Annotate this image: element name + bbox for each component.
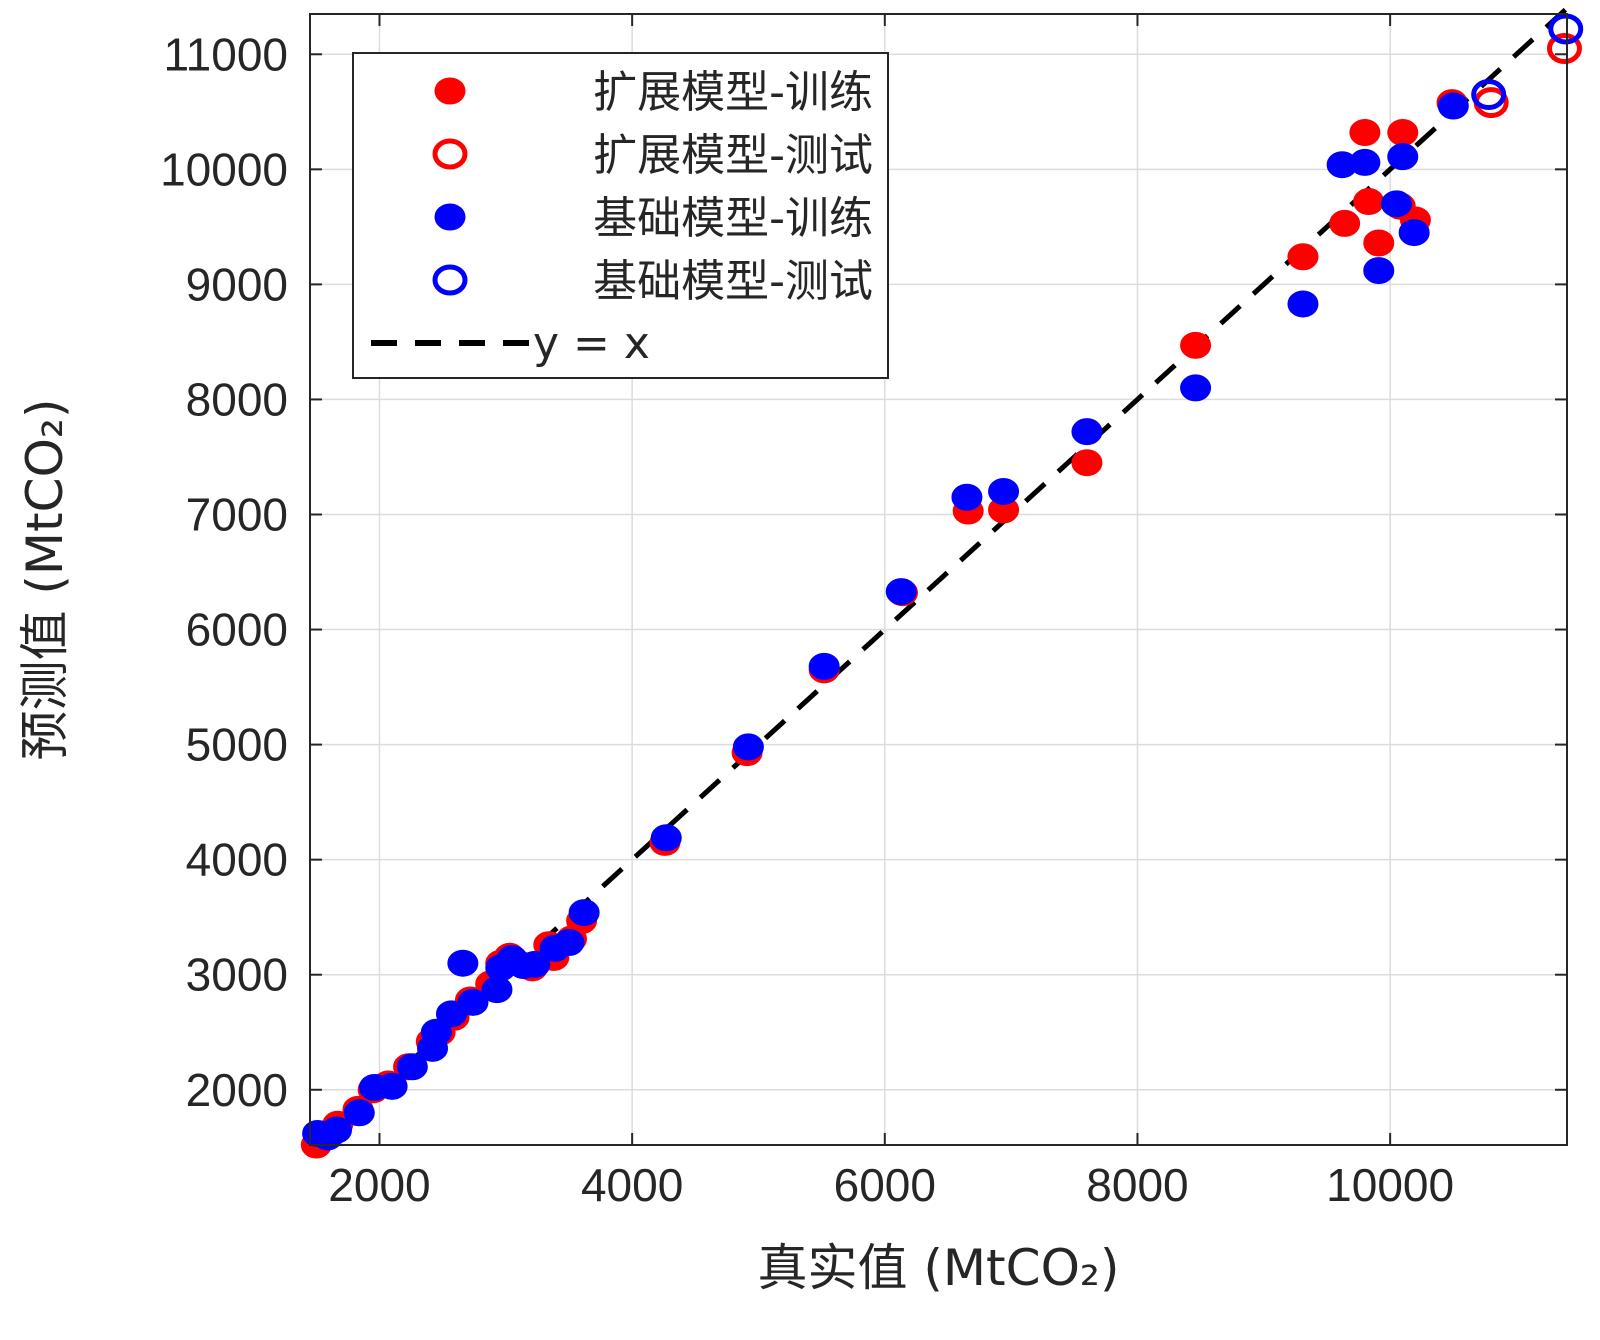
data-point-series-2 bbox=[808, 652, 840, 680]
y-tick-label: 11000 bbox=[163, 28, 288, 80]
data-point-series-2 bbox=[1349, 148, 1381, 176]
data-point-series-0 bbox=[1353, 188, 1385, 216]
y-tick-label: 3000 bbox=[186, 949, 288, 1001]
data-point-series-0 bbox=[1349, 119, 1381, 147]
x-tick-label: 10000 bbox=[1326, 1159, 1454, 1211]
data-point-series-2 bbox=[343, 1099, 375, 1127]
y-tick-label: 2000 bbox=[186, 1064, 288, 1116]
data-point-series-2 bbox=[1398, 219, 1430, 247]
data-point-series-0 bbox=[1363, 229, 1395, 257]
data-point-series-2 bbox=[321, 1116, 353, 1144]
y-axis-label: 预测值 (MtCO₂) bbox=[16, 399, 74, 761]
y-tick-label: 10000 bbox=[160, 143, 288, 195]
data-point-series-3 bbox=[1471, 79, 1507, 111]
legend-swatch-marker bbox=[432, 138, 468, 170]
y-tick-label: 8000 bbox=[186, 373, 288, 425]
data-point-series-2 bbox=[420, 1018, 452, 1046]
data-point-series-2 bbox=[885, 578, 917, 606]
data-point-series-0 bbox=[1287, 243, 1319, 271]
data-point-series-2 bbox=[1387, 143, 1419, 171]
y-tick-label: 7000 bbox=[186, 488, 288, 540]
legend-swatch-marker bbox=[432, 264, 468, 296]
x-axis-ticks: 2000 4000 6000 8000 10000 bbox=[328, 14, 1454, 1211]
x-tick-label: 6000 bbox=[834, 1159, 936, 1211]
data-point-series-2 bbox=[951, 483, 983, 511]
data-point-series-2 bbox=[1437, 92, 1469, 120]
data-point-series-2 bbox=[568, 899, 600, 927]
x-tick-label: 2000 bbox=[328, 1159, 430, 1211]
data-point-series-2 bbox=[732, 733, 764, 761]
legend-label: 基础模型-训练 bbox=[593, 193, 873, 244]
data-point-series-2 bbox=[1363, 257, 1395, 285]
legend-label: 扩展模型-训练 bbox=[593, 67, 873, 118]
data-point-series-0 bbox=[1180, 331, 1212, 359]
data-point-series-2 bbox=[447, 949, 479, 977]
data-point-series-2 bbox=[1380, 190, 1412, 218]
data-point-series-1 bbox=[1546, 33, 1582, 65]
data-point-series-0 bbox=[1387, 119, 1419, 147]
legend-label: 扩展模型-测试 bbox=[593, 130, 873, 181]
y-axis-ticks: 2000 3000 4000 5000 6000 7000 8000 9000 10000 110… bbox=[160, 28, 1567, 1116]
y-tick-label: 4000 bbox=[186, 834, 288, 886]
legend-swatch-marker bbox=[434, 77, 466, 105]
legend-swatch-marker bbox=[434, 203, 466, 231]
data-point-series-2 bbox=[988, 477, 1020, 505]
data-point-series-2 bbox=[650, 824, 682, 852]
data-point-series-2 bbox=[396, 1053, 428, 1081]
legend-label: y = x bbox=[533, 318, 650, 369]
data-point-series-0 bbox=[1329, 209, 1361, 237]
x-tick-label: 8000 bbox=[1086, 1159, 1188, 1211]
data-point-series-2 bbox=[519, 950, 551, 978]
data-points bbox=[300, 13, 1584, 1159]
y-tick-label: 5000 bbox=[186, 719, 288, 771]
x-tick-label: 4000 bbox=[581, 1159, 683, 1211]
data-point-series-0 bbox=[1071, 449, 1103, 477]
plot-frame bbox=[309, 13, 1568, 1146]
y-tick-label: 9000 bbox=[186, 258, 288, 310]
legend-label: 基础模型-测试 bbox=[593, 256, 873, 307]
data-point-series-2 bbox=[553, 929, 585, 957]
x-axis-label: 真实值 (MtCO₂) bbox=[758, 1239, 1120, 1297]
data-point-series-2 bbox=[376, 1072, 408, 1100]
data-point-series-2 bbox=[1071, 418, 1103, 446]
data-point-series-2 bbox=[457, 988, 489, 1016]
data-point-series-2 bbox=[1287, 290, 1319, 318]
y-tick-label: 6000 bbox=[186, 604, 288, 656]
data-point-series-3 bbox=[1548, 13, 1584, 45]
data-point-series-2 bbox=[1180, 374, 1212, 402]
